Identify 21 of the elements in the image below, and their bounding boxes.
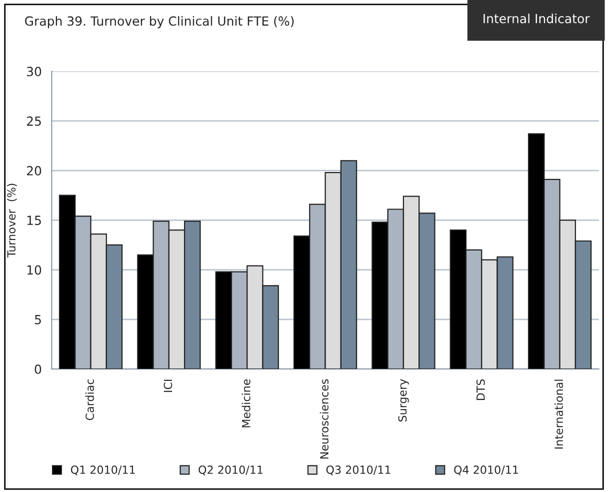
y-tick-label: 10 xyxy=(27,265,42,275)
x-tick-label: Cardiac xyxy=(85,379,94,420)
x-tick-label: Medicine xyxy=(242,379,250,428)
legend-label: Q2 2010/11 xyxy=(198,466,263,476)
y-tick-label: 25 xyxy=(26,116,41,126)
x-tick-label: Surgery xyxy=(398,379,409,422)
y-axis-title: Turnover (%) xyxy=(6,184,17,258)
y-tick-label: 15 xyxy=(27,216,41,226)
text: Internal Indicator xyxy=(484,14,590,24)
x-tick-label: ICI xyxy=(164,380,172,392)
chart-title: Graph 39. Turnover by Clinical Unit FTE (%) xyxy=(25,16,294,28)
x-tick-label: DTS xyxy=(476,379,485,400)
x-tick-label: Neurosciences xyxy=(320,379,329,459)
legend-label: Q3 2010/11 xyxy=(326,466,390,476)
y-tick-label: 20 xyxy=(26,166,42,176)
y-tick-label: 5 xyxy=(34,315,41,324)
legend-label: Q4 2010/11 xyxy=(454,466,518,476)
x-tick-label: International xyxy=(554,380,564,449)
legend-label: Q1 2010/11 xyxy=(70,466,135,476)
y-tick-label: 0 xyxy=(34,364,42,374)
y-tick-label: 30 xyxy=(27,66,42,76)
